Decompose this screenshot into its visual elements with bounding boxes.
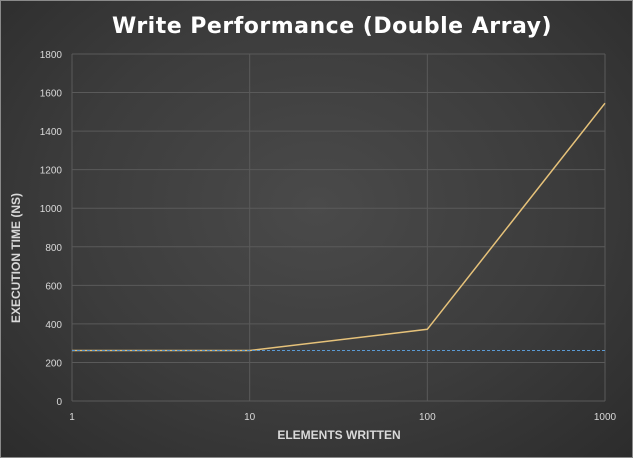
chart-title: Write Performance (Double Array): [112, 14, 552, 39]
series-lines: [72, 102, 606, 352]
x-tick-label: 1000: [594, 412, 617, 423]
y-axis-ticks: 0 200 400 600 800 1000 1200 1400 1600 1800: [40, 50, 63, 408]
x-tick-label: 10: [244, 412, 256, 423]
execution-time-series-line: [72, 102, 606, 352]
y-axis-label: EXECUTION TIME (NS): [9, 193, 23, 323]
x-axis-label: ELEMENTS WRITTEN: [277, 428, 400, 442]
y-tick-label: 800: [45, 243, 62, 254]
y-tick-label: 0: [56, 397, 62, 408]
y-tick-label: 400: [45, 320, 62, 331]
y-tick-label: 1400: [40, 127, 63, 138]
y-tick-label: 1000: [40, 204, 63, 215]
grid: [71, 53, 606, 402]
x-tick-label: 100: [419, 412, 436, 423]
y-tick-label: 200: [45, 358, 62, 369]
y-tick-label: 600: [45, 281, 62, 292]
x-axis-ticks: 1 10 100 1000: [69, 412, 616, 423]
y-tick-label: 1800: [40, 50, 63, 61]
x-tick-label: 1: [69, 412, 75, 423]
y-tick-label: 1200: [40, 166, 63, 177]
y-tick-label: 1600: [40, 89, 63, 100]
